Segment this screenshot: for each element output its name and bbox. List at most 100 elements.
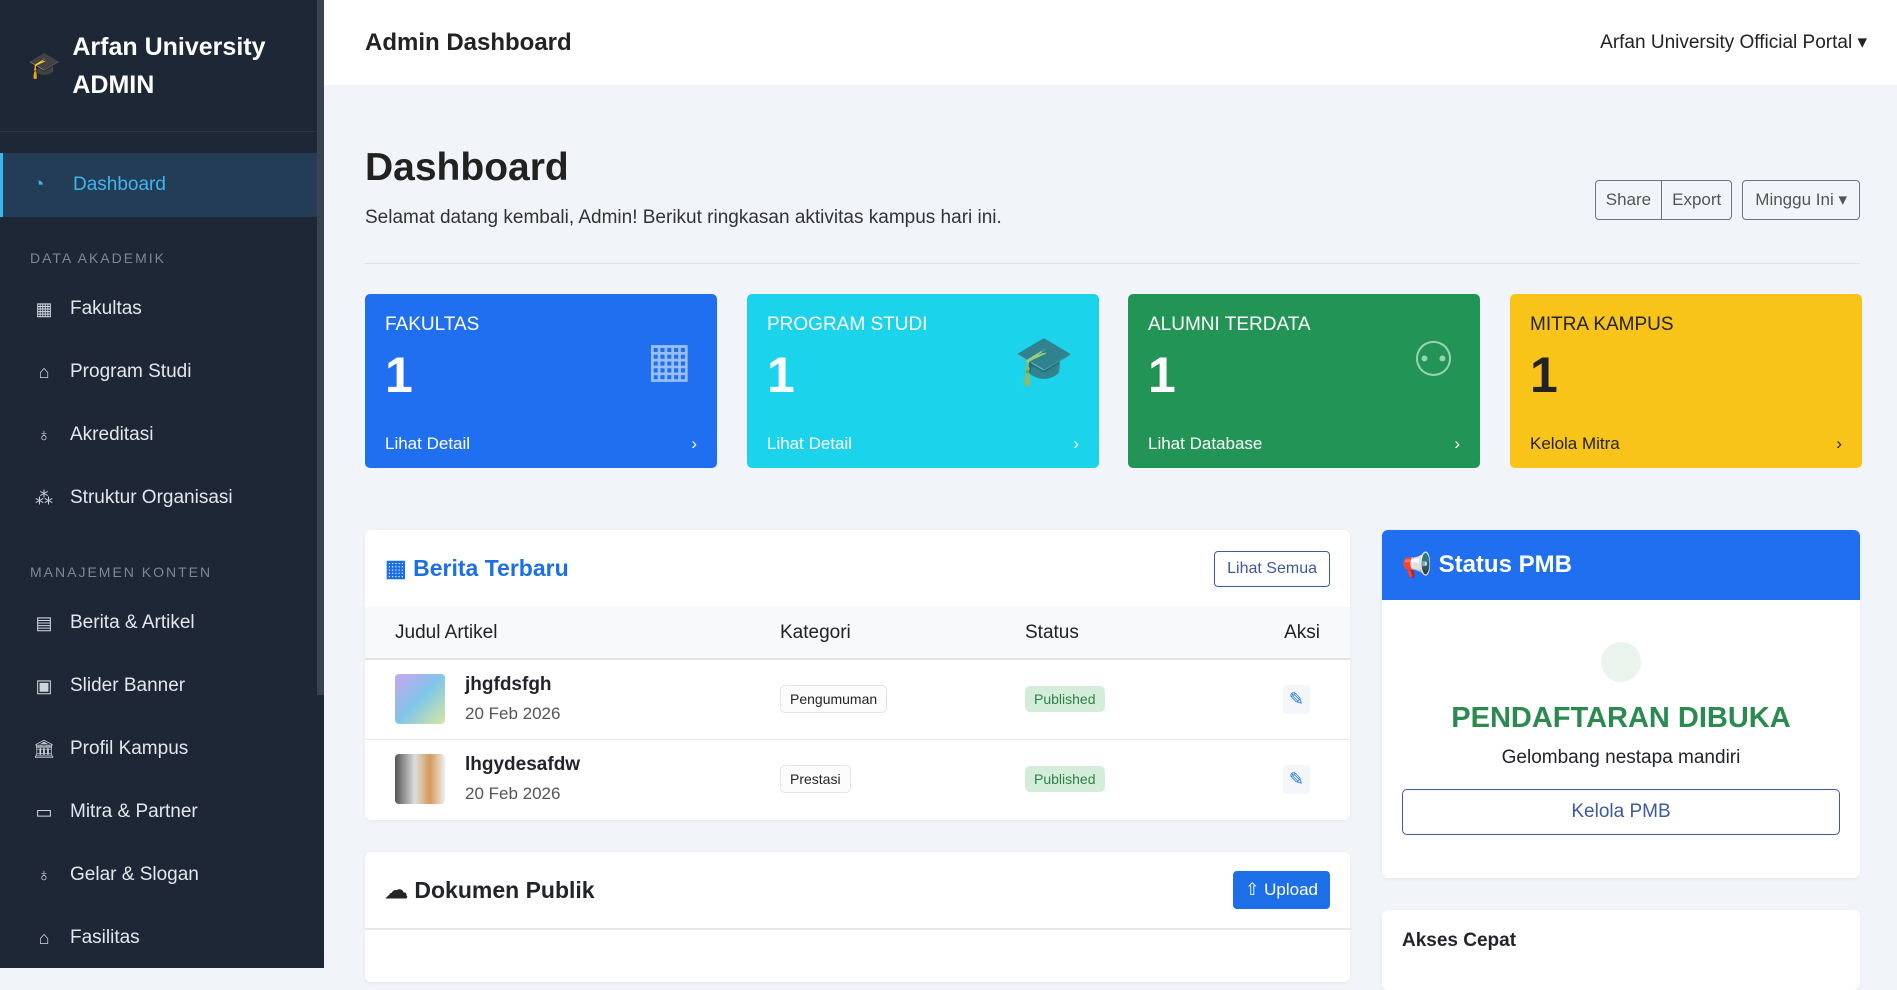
panel-title: Akses Cepat	[1402, 930, 1517, 951]
brand-sub: ADMIN	[72, 70, 155, 99]
card-value: 1	[767, 347, 795, 403]
caret-down-icon: ▾	[1838, 190, 1847, 209]
export-button[interactable]: Export	[1661, 181, 1731, 219]
stat-card-program-studi: PROGRAM STUDI 1 🎓 Lihat Detail ›	[747, 294, 1099, 468]
article-date: 20 Feb 2026	[465, 704, 561, 724]
divider	[365, 263, 1860, 264]
diagram-icon: ⁂	[35, 487, 53, 508]
card-link[interactable]: Lihat Database ›	[1148, 434, 1460, 454]
portal-label: Arfan University Official Portal	[1600, 32, 1853, 53]
card-link-label: Kelola Mitra	[1530, 434, 1620, 453]
sidebar-item-label: Slider Banner	[70, 675, 186, 696]
berita-table: Judul Artikel Kategori Status Aksi jhgfdsfg…	[365, 607, 1350, 819]
column-header: Aksi	[1201, 607, 1350, 660]
sidebar-item-akreditasi[interactable]: ♁ Akreditasi	[30, 424, 153, 446]
column-header: Status	[1025, 607, 1202, 660]
brand: 🎓 Arfan University ADMIN	[0, 0, 324, 132]
chevron-right-icon: ›	[1454, 434, 1460, 453]
card-link[interactable]: Kelola Mitra ›	[1530, 434, 1842, 454]
bank-icon: 🏛	[32, 738, 56, 759]
card-link[interactable]: Lihat Detail ›	[767, 434, 1079, 454]
image-icon: ▣	[35, 675, 53, 696]
sidebar-item-label: Mitra & Partner	[70, 801, 198, 822]
card-link-label: Lihat Detail	[385, 434, 471, 453]
stat-card-fakultas: FAKULTAS 1 ▦ Lihat Detail ›	[365, 294, 717, 468]
sidebar-item-label: Fakultas	[70, 298, 142, 319]
article-date: 20 Feb 2026	[465, 784, 561, 804]
card-label: ALUMNI TERDATA	[1148, 314, 1311, 335]
sidebar-item-slider[interactable]: ▣ Slider Banner	[30, 675, 185, 697]
share-button[interactable]: Share	[1605, 190, 1652, 209]
sidebar-item-label: Program Studi	[70, 361, 192, 382]
brand-name: Arfan University	[72, 32, 266, 61]
article-thumbnail	[395, 674, 445, 725]
sidebar-item-fasilitas[interactable]: ⌂ Fasilitas	[30, 927, 140, 949]
building-icon: ▦	[35, 298, 53, 319]
card-link-label: Lihat Database	[1148, 434, 1263, 453]
card-label: PROGRAM STUDI	[767, 314, 928, 335]
megaphone-icon: 📢	[1402, 551, 1432, 579]
upload-label: Upload	[1264, 880, 1318, 899]
people-icon: ⚇	[1411, 334, 1455, 387]
period-dropdown[interactable]: Minggu Ini ▾	[1742, 180, 1860, 220]
card-value: 1	[385, 347, 413, 403]
edit-icon[interactable]: ✎	[1282, 684, 1310, 714]
card-link[interactable]: Lihat Detail ›	[385, 434, 697, 454]
sidebar-item-mitra[interactable]: ▭ Mitra & Partner	[30, 801, 198, 823]
edit-icon[interactable]: ✎	[1282, 764, 1310, 794]
sidebar-item-label: Gelar & Slogan	[70, 864, 199, 885]
column-header: Kategori	[780, 607, 1025, 660]
card-link-label: Lihat Detail	[767, 434, 853, 453]
sidebar-item-program-studi[interactable]: ⌂ Program Studi	[30, 361, 192, 383]
caret-down-icon: ▾	[1857, 32, 1867, 53]
house-gear-icon: ⌂	[38, 927, 50, 948]
sidebar-item-berita[interactable]: ▤ Berita & Artikel	[30, 612, 195, 634]
sidebar-item-struktur[interactable]: ⁂ Struktur Organisasi	[30, 487, 233, 509]
sidebar: 🎓 Arfan University ADMIN ◔ Dashboard DATA …	[0, 0, 324, 968]
newspaper-icon: ▦	[385, 555, 407, 581]
kelola-pmb-button[interactable]: Kelola PMB	[1402, 789, 1840, 835]
section-label: DATA AKADEMIK	[30, 250, 166, 266]
panel-title: Berita Terbaru	[413, 555, 569, 581]
sidebar-item-label: Berita & Artikel	[70, 612, 195, 633]
pmb-wave: Gelombang nestapa mandiri	[1501, 747, 1741, 768]
graduation-cap-icon: 🎓	[28, 50, 61, 80]
app-title: Admin Dashboard	[365, 28, 572, 56]
column-header: Judul Artikel	[365, 607, 780, 660]
article-thumbnail	[395, 754, 445, 805]
card-label: MITRA KAMPUS	[1530, 314, 1674, 335]
category-badge: Prestasi	[780, 765, 851, 794]
chevron-right-icon: ›	[1836, 434, 1842, 453]
status-badge: Published	[1025, 766, 1105, 793]
sidebar-item-gelar[interactable]: ♁ Gelar & Slogan	[30, 864, 199, 886]
portal-dropdown[interactable]: Arfan University Official Portal ▾	[1600, 31, 1867, 54]
card-label: FAKULTAS	[385, 314, 480, 335]
chevron-right-icon: ›	[691, 434, 697, 453]
berita-panel: ▦ Berita Terbaru Lihat Semua Judul Artik…	[365, 530, 1350, 820]
sidebar-item-fakultas[interactable]: ▦ Fakultas	[30, 298, 142, 320]
table-row: lhgydesafdw 20 Feb 2026 Prestasi Publishe…	[365, 739, 1350, 819]
panel-title: Dokumen Publik	[414, 876, 595, 903]
see-all-button[interactable]: Lihat Semua	[1214, 550, 1330, 587]
briefcase-icon: ▭	[35, 801, 53, 822]
upload-button[interactable]: ⇧ Upload	[1233, 871, 1330, 909]
panel-title: Status PMB	[1438, 551, 1572, 578]
akses-cepat-panel: Akses Cepat	[1382, 910, 1860, 990]
card-value: 1	[1530, 347, 1558, 403]
stat-card-alumni: ALUMNI TERDATA 1 ⚇ Lihat Database ›	[1128, 294, 1480, 468]
chevron-right-icon: ›	[1073, 434, 1079, 453]
newspaper-icon: ▤	[35, 612, 53, 633]
sidebar-scrollbar[interactable]	[317, 0, 324, 695]
cloud-download-icon: ☁	[385, 876, 408, 903]
pmb-panel: 📢 Status PMB PENDAFTARAN DIBUKA Gelomban…	[1382, 530, 1860, 878]
card-value: 1	[1148, 347, 1176, 403]
topbar: Admin Dashboard Arfan University Officia…	[324, 0, 1897, 85]
mortarboard-icon: ⌂	[38, 361, 50, 382]
page-subtitle: Selamat datang kembali, Admin! Berikut r…	[365, 207, 1002, 228]
sidebar-item-profil[interactable]: 🏛 Profil Kampus	[30, 738, 189, 760]
upload-icon: ⇧	[1245, 880, 1260, 899]
sidebar-item-dashboard[interactable]: ◔ Dashboard	[0, 153, 317, 217]
category-badge: Pengumuman	[780, 685, 888, 714]
award-icon: ♁	[37, 864, 51, 885]
mortarboard-icon: 🎓	[1014, 335, 1074, 388]
